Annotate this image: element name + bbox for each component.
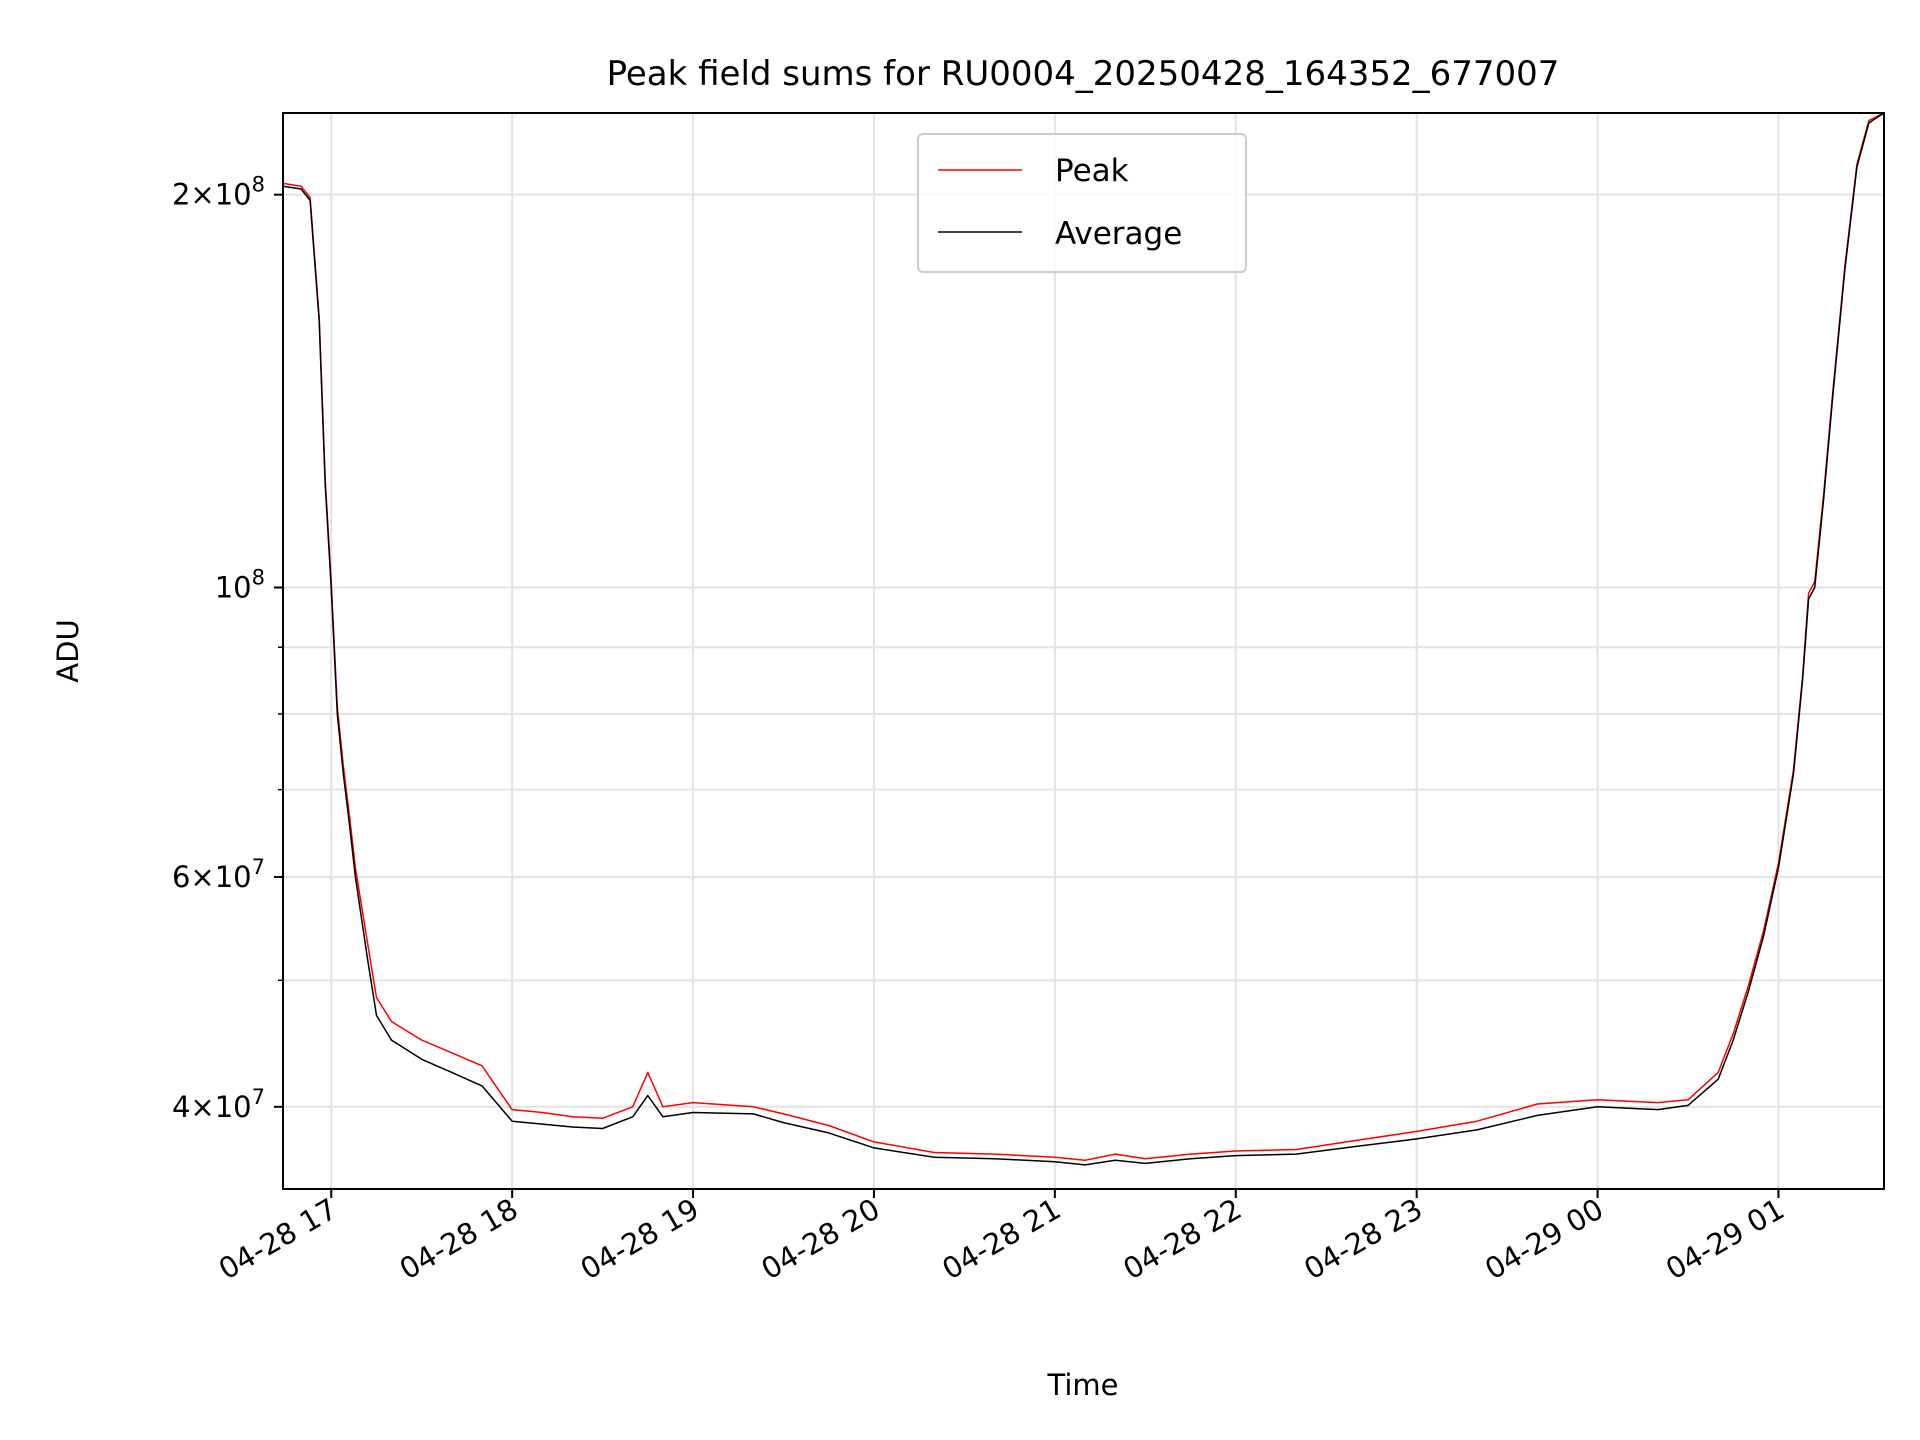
chart-title: Peak field sums for RU0004_20250428_1643… <box>607 54 1560 94</box>
y-tick-label: 6×107 <box>172 855 265 894</box>
y-tick-label: 2×108 <box>172 173 265 212</box>
x-axis-label: Time <box>1047 1368 1119 1402</box>
grid <box>283 113 1884 1189</box>
axes-frame <box>282 112 1885 1190</box>
y-axis-label: ADU <box>51 619 85 682</box>
plot-area <box>283 113 1884 1166</box>
legend-average-label: Average <box>1055 216 1182 252</box>
series-line-average <box>283 113 1884 1166</box>
legend-box <box>917 133 1247 273</box>
y-tick-label: 4×107 <box>172 1085 265 1124</box>
legend: Peak Average <box>917 133 1247 273</box>
series-lines <box>283 113 1884 1166</box>
legend-peak-label: Peak <box>1055 153 1129 189</box>
